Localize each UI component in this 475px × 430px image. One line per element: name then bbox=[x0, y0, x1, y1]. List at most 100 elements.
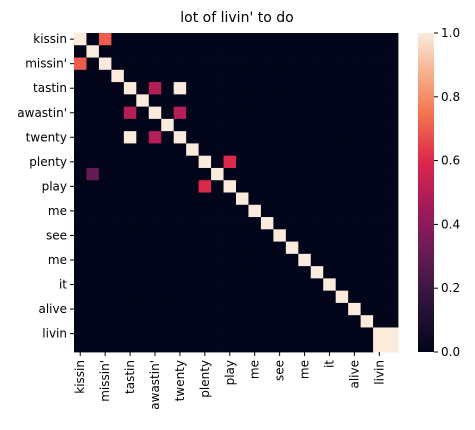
y-tick-label: missin' bbox=[25, 57, 67, 71]
heatmap-cell bbox=[310, 327, 324, 341]
heatmap-cell bbox=[298, 69, 312, 83]
heatmap-cell bbox=[323, 229, 337, 242]
heatmap-cell bbox=[248, 143, 262, 157]
heatmap-cell bbox=[273, 339, 287, 353]
heatmap-cell bbox=[323, 118, 337, 132]
heatmap-cell bbox=[86, 204, 100, 218]
heatmap-cell bbox=[385, 118, 399, 132]
heatmap-cell bbox=[123, 33, 137, 46]
heatmap-cell bbox=[74, 69, 87, 83]
heatmap-cell bbox=[211, 302, 224, 316]
heatmap-cell bbox=[385, 266, 399, 279]
heatmap-cell bbox=[86, 143, 100, 157]
heatmap-cell bbox=[111, 229, 125, 242]
heatmap-cell bbox=[360, 315, 374, 328]
y-tick-label: play bbox=[42, 179, 67, 193]
heatmap-cell bbox=[310, 82, 324, 95]
x-tick-label: me bbox=[298, 360, 312, 379]
heatmap-cell bbox=[285, 339, 299, 353]
heatmap-cell bbox=[236, 266, 249, 279]
heatmap-cell bbox=[123, 167, 137, 181]
heatmap-cell bbox=[223, 217, 237, 230]
heatmap-cell bbox=[385, 229, 399, 242]
heatmap-cell bbox=[373, 155, 386, 169]
heatmap-cell bbox=[86, 167, 100, 181]
heatmap-cell bbox=[111, 266, 125, 279]
heatmap-cell bbox=[298, 118, 312, 132]
heatmap-cell bbox=[323, 204, 337, 218]
heatmap-cell bbox=[373, 217, 386, 230]
heatmap-cell bbox=[310, 278, 324, 292]
heatmap-cell bbox=[173, 315, 187, 328]
heatmap-cell bbox=[236, 315, 249, 328]
heatmap-cell bbox=[223, 57, 237, 71]
heatmap-cell bbox=[236, 327, 249, 341]
heatmap-cell bbox=[173, 241, 187, 255]
heatmap-cell bbox=[285, 94, 299, 108]
heatmap-cell bbox=[323, 192, 337, 206]
heatmap-cell bbox=[360, 94, 374, 108]
heatmap-cell bbox=[136, 33, 150, 46]
heatmap-cell bbox=[98, 94, 112, 108]
heatmap-cell bbox=[360, 180, 374, 193]
heatmap-cell bbox=[186, 241, 200, 255]
heatmap-cell bbox=[385, 33, 399, 46]
heatmap-cell bbox=[123, 143, 137, 157]
heatmap-cell bbox=[161, 57, 175, 71]
heatmap-cell bbox=[236, 131, 249, 144]
heatmap-cell bbox=[236, 45, 249, 58]
heatmap-cell bbox=[136, 241, 150, 255]
heatmap-cell bbox=[223, 302, 237, 316]
heatmap-cell bbox=[98, 302, 112, 316]
heatmap-cell bbox=[198, 143, 212, 157]
heatmap-cell bbox=[236, 290, 249, 304]
heatmap-cell bbox=[348, 229, 362, 242]
heatmap-cell bbox=[248, 266, 262, 279]
heatmap-cell bbox=[173, 253, 187, 267]
heatmap-cell bbox=[136, 57, 150, 71]
heatmap-cell bbox=[86, 302, 100, 316]
heatmap-cell bbox=[360, 167, 374, 181]
heatmap-cell bbox=[273, 278, 287, 292]
heatmap-cell bbox=[173, 229, 187, 242]
heatmap-cell bbox=[248, 45, 262, 58]
heatmap-cell bbox=[198, 315, 212, 328]
heatmap-cell bbox=[310, 241, 324, 255]
heatmap-cell bbox=[161, 192, 175, 206]
heatmap-cell bbox=[86, 180, 100, 193]
heatmap-cell bbox=[198, 253, 212, 267]
heatmap-cell bbox=[111, 69, 125, 83]
heatmap-cell bbox=[285, 118, 299, 132]
heatmap-cell bbox=[310, 204, 324, 218]
heatmap-cell bbox=[260, 192, 274, 206]
heatmap-cell bbox=[248, 204, 262, 218]
heatmap-cell bbox=[298, 302, 312, 316]
heatmap-cell bbox=[198, 266, 212, 279]
heatmap-cell bbox=[98, 143, 112, 157]
heatmap-cell bbox=[198, 131, 212, 144]
heatmap-cell bbox=[123, 241, 137, 255]
heatmap-cell bbox=[74, 143, 87, 157]
heatmap-cell bbox=[360, 118, 374, 132]
heatmap-cell bbox=[310, 339, 324, 353]
heatmap-cell bbox=[335, 106, 349, 120]
heatmap-cell bbox=[148, 45, 162, 58]
heatmap-cell bbox=[335, 192, 349, 206]
heatmap-cell bbox=[373, 302, 386, 316]
heatmap-cell bbox=[98, 253, 112, 267]
heatmap-cell bbox=[348, 204, 362, 218]
heatmap-cell bbox=[285, 69, 299, 83]
heatmap-cell bbox=[123, 131, 137, 144]
heatmap-cell bbox=[248, 302, 262, 316]
heatmap-cell bbox=[98, 33, 112, 46]
heatmap-cell bbox=[273, 229, 287, 242]
heatmap-cell bbox=[161, 315, 175, 328]
heatmap-cell bbox=[260, 94, 274, 108]
heatmap-cell bbox=[148, 217, 162, 230]
heatmap-cell bbox=[74, 180, 87, 193]
heatmap-cell bbox=[335, 327, 349, 341]
heatmap-cell bbox=[298, 57, 312, 71]
heatmap-cell bbox=[373, 180, 386, 193]
heatmap-cell bbox=[98, 315, 112, 328]
heatmap-cell bbox=[273, 167, 287, 181]
